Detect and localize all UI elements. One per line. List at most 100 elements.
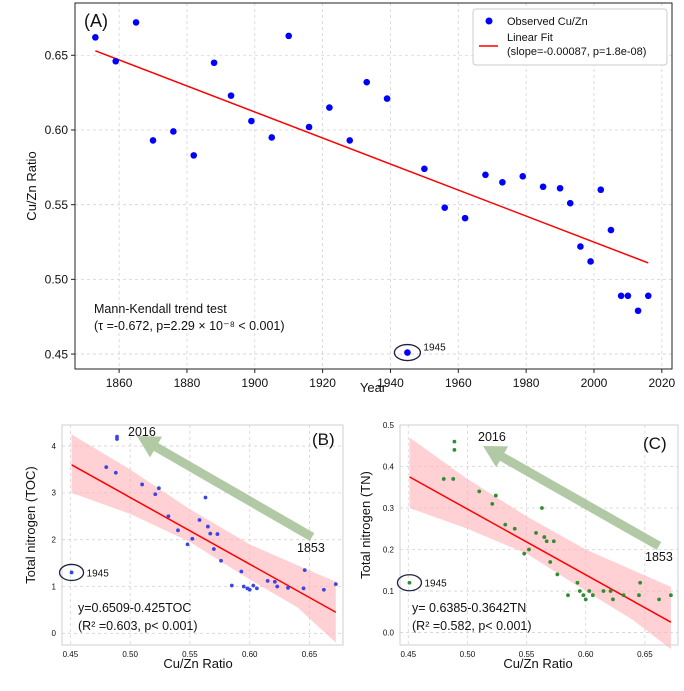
data-point <box>452 448 457 452</box>
points-b <box>69 434 338 592</box>
data-point <box>170 128 177 135</box>
legend-label-observed: Observed Cu/Zn <box>507 16 588 28</box>
x-tick-label: 1920 <box>309 376 336 390</box>
y-tick-label: 0.50 <box>45 273 69 287</box>
data-point <box>149 137 157 144</box>
x-tick-label: 0.45 <box>63 650 79 659</box>
x-ticks-c: 0.45 0.50 0.55 0.60 0.65 <box>400 650 653 659</box>
data-point <box>607 226 615 234</box>
data-point <box>617 292 625 300</box>
panel-label-a: (A) <box>84 11 108 31</box>
data-point <box>268 134 276 141</box>
data-point <box>285 32 292 40</box>
x-tick-label: 2020 <box>648 376 675 390</box>
data-point <box>644 292 652 300</box>
data-point <box>272 579 277 584</box>
data-point <box>404 349 411 356</box>
x-tick-label: 1980 <box>513 376 540 390</box>
data-point <box>326 104 333 111</box>
data-point <box>477 489 482 494</box>
data-point <box>441 477 446 481</box>
data-point <box>92 34 99 41</box>
data-point <box>113 470 118 475</box>
data-point <box>551 539 556 544</box>
x-ticks-a: 1860 1880 1900 1920 1940 1960 1980 2000 2020 <box>106 369 675 390</box>
data-point <box>301 586 306 591</box>
legend-label-fit-stats: (slope=-0.00087, p=1.8e-08) <box>507 46 646 58</box>
data-point <box>363 78 371 86</box>
arrow-end-label-b: 2016 <box>128 425 156 439</box>
x-tick-label: 1940 <box>377 376 404 390</box>
y-axis-label-a: Cu/Zn Ratio <box>24 151 39 220</box>
equation-c: y= 0.6385-0.3642TN <box>412 601 526 615</box>
axes-frame-c <box>399 424 679 646</box>
data-point <box>112 57 120 65</box>
y-tick-label: 0.5 <box>383 421 395 430</box>
legend-a: Observed Cu/Zn Linear Fit (slope=-0.0008… <box>472 8 668 66</box>
r2-stats-b: (R² =0.603, p< 0.001) <box>78 619 198 633</box>
y-tick-label: 0.2 <box>383 545 395 554</box>
data-point <box>190 152 198 159</box>
outlier-ring-c <box>396 574 423 592</box>
trend-test-stats: (τ =-0.672, p=2.29 × 10⁻⁸ < 0.001) <box>94 319 285 333</box>
arrow-end-label-c: 2016 <box>478 430 506 444</box>
x-axis-label-b: Cu/Zn Ratio <box>163 656 232 671</box>
x-tick-label: 1880 <box>174 376 201 390</box>
data-point <box>219 558 223 563</box>
data-point <box>534 531 538 535</box>
data-point <box>321 587 326 592</box>
data-point <box>587 589 592 593</box>
x-tick-label: 0.60 <box>242 650 258 659</box>
data-point <box>493 493 498 498</box>
data-point <box>208 531 213 536</box>
x-tick-label: 1960 <box>445 376 472 390</box>
data-point <box>275 584 280 589</box>
fit-line-segment <box>95 50 649 264</box>
y-ticks-c: 0.0 0.1 0.2 0.3 0.4 0.5 <box>383 421 395 638</box>
panel-a: 1860 1880 1900 1920 1940 1960 1980 2000 2020 0.4… <box>24 2 675 395</box>
time-arrow-shape <box>483 446 662 550</box>
x-tick-label: 0.60 <box>578 650 594 659</box>
x-axis-label-c: Cu/Zn Ratio <box>503 656 572 671</box>
data-point <box>512 526 517 531</box>
axes-frame-a <box>74 2 673 370</box>
data-point <box>286 585 290 590</box>
fit-line-segment <box>409 476 672 623</box>
y-tick-label: 0.60 <box>45 123 69 137</box>
data-point <box>587 258 594 265</box>
data-point <box>611 597 615 602</box>
data-point <box>104 465 109 470</box>
x-ticks-b: 0.45 0.50 0.55 0.60 0.65 <box>63 650 318 659</box>
data-point <box>227 92 235 99</box>
data-point <box>634 307 642 315</box>
data-point <box>577 243 584 250</box>
data-point <box>556 184 564 192</box>
data-point <box>482 171 489 179</box>
data-point <box>140 482 145 487</box>
data-point <box>566 593 570 598</box>
legend-box-a <box>472 8 668 66</box>
outlier-ring-b <box>58 563 85 582</box>
fit-line-segment <box>71 464 337 613</box>
x-tick-label: 1900 <box>241 376 268 390</box>
data-point <box>166 514 171 519</box>
y-tick-label: 0.55 <box>45 198 69 212</box>
data-point <box>539 183 547 191</box>
data-point <box>153 492 158 497</box>
x-tick-label: 0.55 <box>519 650 535 659</box>
data-point <box>601 589 606 593</box>
data-point <box>251 583 256 588</box>
data-point <box>451 477 456 481</box>
y-ticks-a: 0.45 0.50 0.55 0.60 0.65 <box>45 48 75 361</box>
y-tick-label: 1 <box>52 582 57 591</box>
data-point <box>637 593 641 598</box>
data-point <box>211 547 216 551</box>
x-tick-label: 0.50 <box>122 650 138 659</box>
data-point <box>548 560 553 564</box>
data-point <box>441 204 449 211</box>
x-axis-label-a: Year <box>360 380 387 395</box>
y-ticks-b: 0 1 2 3 4 <box>52 442 57 638</box>
data-point <box>577 589 582 593</box>
x-tick-label: 0.55 <box>182 650 198 659</box>
